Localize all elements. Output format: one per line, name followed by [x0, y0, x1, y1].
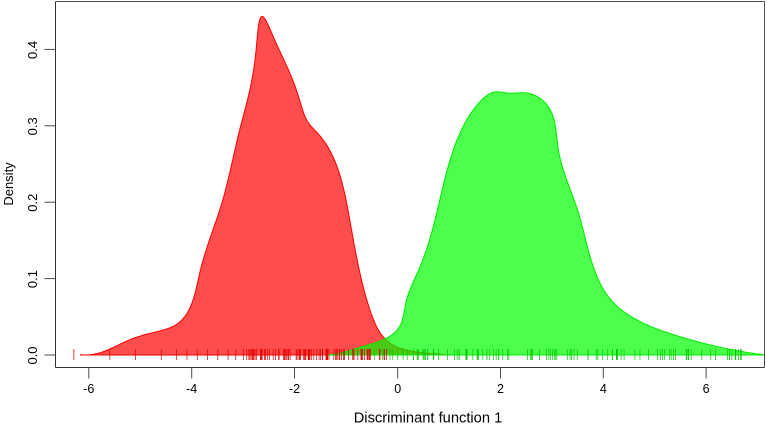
svg-text:0.0: 0.0	[25, 346, 40, 364]
svg-text:2: 2	[497, 382, 504, 396]
svg-text:0.4: 0.4	[25, 41, 40, 59]
svg-text:0.2: 0.2	[25, 194, 40, 212]
svg-text:0: 0	[394, 382, 401, 396]
svg-text:0.1: 0.1	[25, 270, 40, 288]
svg-text:-2: -2	[289, 382, 300, 396]
svg-text:-4: -4	[186, 382, 197, 396]
svg-text:6: 6	[703, 382, 710, 396]
svg-text:4: 4	[600, 382, 607, 396]
svg-text:0.3: 0.3	[25, 117, 40, 135]
svg-text:Density: Density	[1, 162, 16, 206]
svg-text:Discriminant function 1: Discriminant function 1	[354, 411, 503, 424]
svg-text:-6: -6	[83, 382, 94, 396]
